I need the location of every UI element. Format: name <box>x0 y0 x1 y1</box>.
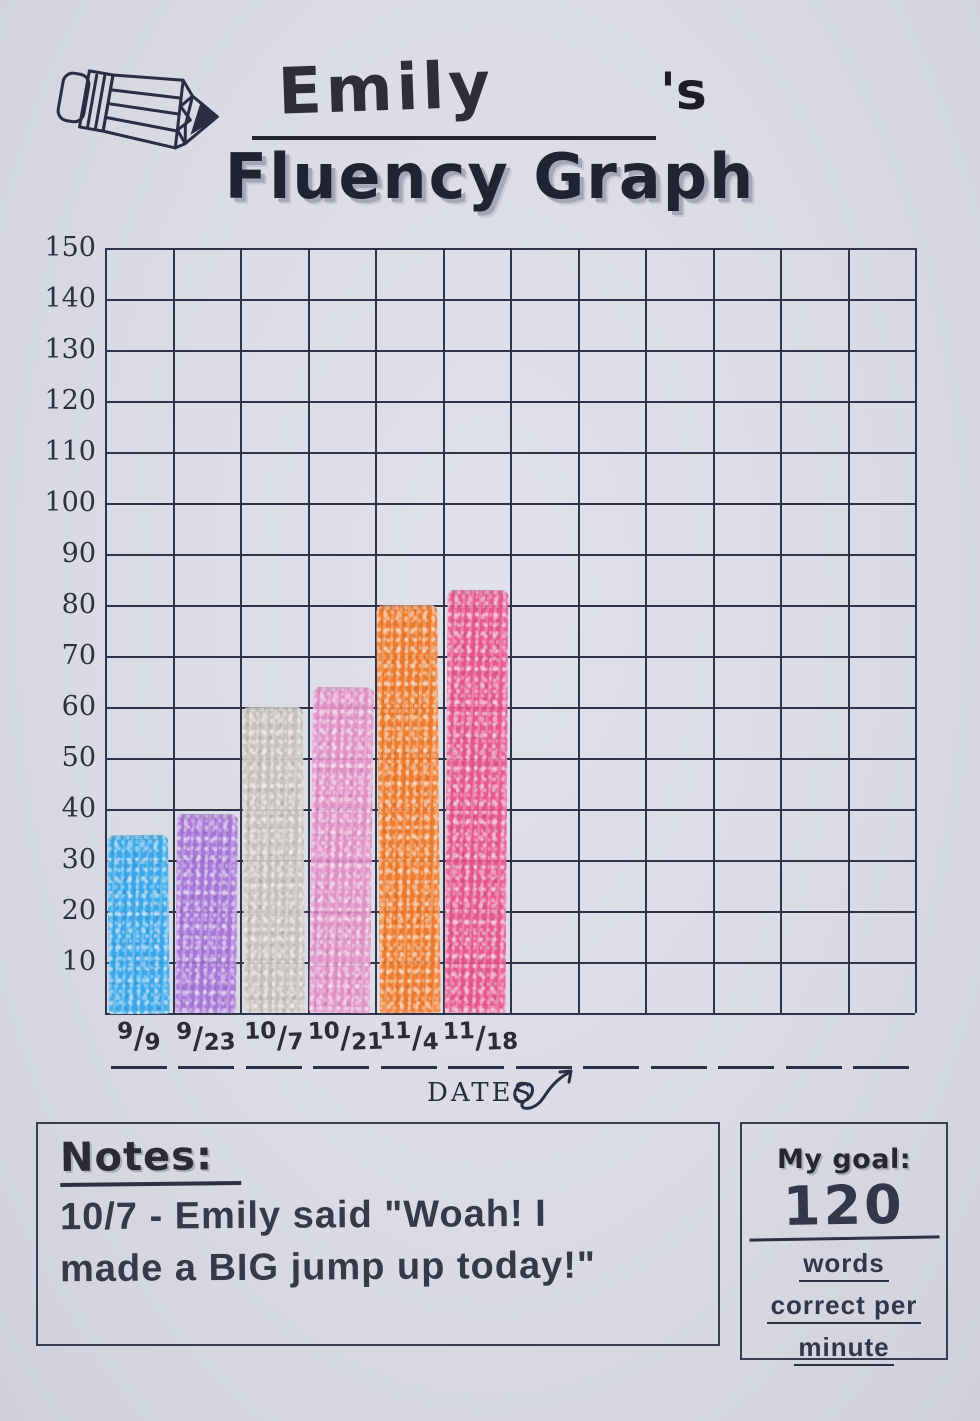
y-tick-label: 20 <box>61 895 96 926</box>
y-tick-label: 60 <box>61 691 96 722</box>
notes-heading: Notes: <box>59 1133 242 1187</box>
y-tick-label: 90 <box>61 538 96 569</box>
date-underline <box>650 1066 707 1069</box>
grid-line-vertical <box>645 248 647 1013</box>
y-tick-label: 110 <box>44 436 96 467</box>
y-tick-label: 120 <box>44 385 96 416</box>
bar-9/23 <box>174 813 237 1014</box>
date-label: 11/18 <box>442 1018 519 1057</box>
date-underline <box>785 1066 842 1069</box>
date-label: 10/7 <box>243 1017 304 1056</box>
date-underline <box>110 1066 167 1069</box>
date-label: 11/4 <box>378 1017 439 1056</box>
grid-line-vertical <box>307 248 310 1013</box>
date-label: 9/9 <box>116 1018 161 1057</box>
date-underline <box>853 1066 910 1069</box>
pencil-icon <box>46 42 244 182</box>
possessive-s: 's <box>660 62 707 122</box>
bar-10/7 <box>241 706 305 1014</box>
bar-11/18 <box>444 589 508 1014</box>
grid-line-vertical <box>442 248 445 1013</box>
grid-line-vertical <box>240 248 242 1013</box>
date-underline <box>718 1066 775 1069</box>
y-tick-label: 30 <box>61 844 96 875</box>
date-underline <box>448 1066 505 1069</box>
grid-line-vertical <box>172 248 175 1013</box>
y-tick-label: 40 <box>61 793 96 824</box>
grid-line-vertical <box>780 248 782 1013</box>
date-underline <box>245 1066 302 1069</box>
y-tick-label: 70 <box>61 640 96 671</box>
date-label: 9/23 <box>176 1018 237 1057</box>
goal-unit: words <box>799 1248 889 1282</box>
bar-10/21 <box>308 686 373 1014</box>
goal-value: 120 <box>748 1173 940 1242</box>
bar-9/9 <box>107 834 170 1014</box>
y-tick-label: 10 <box>61 946 96 977</box>
y-tick-label: 80 <box>61 589 96 620</box>
y-tick-label: 150 <box>44 232 96 263</box>
grid-line-vertical <box>712 248 715 1013</box>
goal-unit: minute <box>794 1332 894 1366</box>
grid-line-vertical <box>915 248 917 1013</box>
date-underline <box>313 1066 370 1069</box>
grid-line-vertical <box>375 248 377 1013</box>
y-tick-label: 130 <box>44 334 96 365</box>
bar-11/4 <box>376 604 441 1014</box>
note-line: made a BIG jump up today!" <box>59 1244 597 1290</box>
name-blank-line <box>252 136 656 140</box>
goal-unit: correct per <box>766 1290 922 1324</box>
y-tick-label: 50 <box>61 742 96 773</box>
grid-line-horizontal <box>105 1013 915 1015</box>
goal-box: My goal: 120 words correct per minute <box>740 1122 948 1366</box>
curly-arrow-icon <box>508 1062 588 1123</box>
date-underline <box>380 1066 437 1069</box>
page-title: Fluency Graph <box>224 140 756 213</box>
date-underline <box>583 1066 640 1069</box>
grid-line-vertical <box>577 248 580 1013</box>
grid-line-vertical <box>105 248 107 1013</box>
grid-line-vertical <box>510 248 512 1013</box>
goal-heading: My goal: <box>776 1144 912 1175</box>
date-underline <box>515 1066 572 1069</box>
y-tick-label: 100 <box>44 487 96 518</box>
date-underline <box>178 1066 235 1069</box>
grid-line-vertical <box>847 248 850 1013</box>
notes-box: Notes: 10/7 - Emily said "Woah! I made a… <box>36 1122 720 1346</box>
date-label: 10/21 <box>307 1018 384 1057</box>
note-line: 10/7 - Emily said "Woah! I <box>59 1192 547 1239</box>
y-tick-label: 140 <box>44 283 96 314</box>
